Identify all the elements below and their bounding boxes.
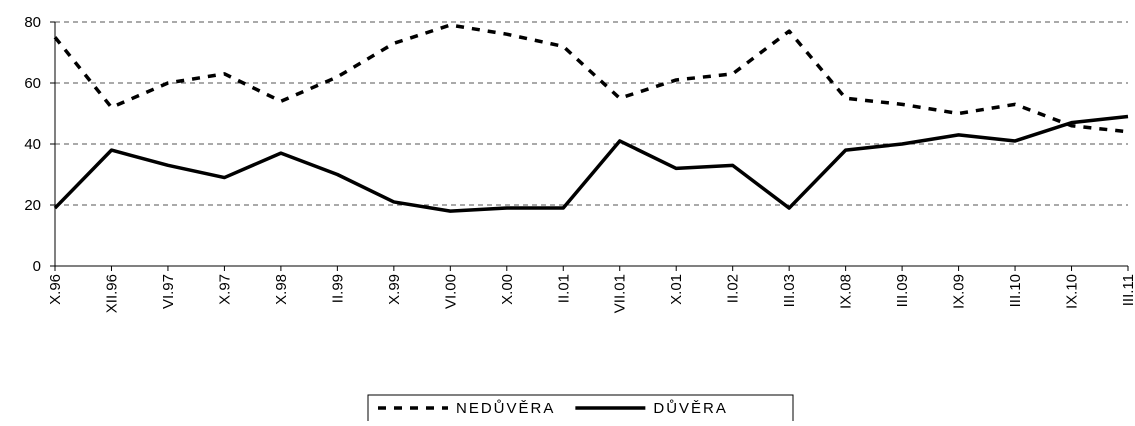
x-tick-label: X.97: [216, 274, 233, 305]
x-tick-label: II.01: [555, 274, 572, 303]
legend-label: DŮVĚRA: [653, 399, 728, 417]
y-tick-label: 20: [24, 197, 41, 214]
x-tick-label: II.02: [725, 274, 742, 303]
x-tick-label: X.01: [668, 274, 685, 305]
y-tick-label: 40: [24, 136, 41, 153]
x-tick-label: III.09: [894, 274, 911, 307]
x-tick-label: VII.01: [612, 274, 629, 313]
x-tick-label: III.03: [781, 274, 798, 307]
x-tick-label: XII.96: [103, 274, 120, 313]
legend-label: NEDŮVĚRA: [456, 399, 555, 417]
x-tick-label: II.99: [329, 274, 346, 303]
y-tick-label: 0: [33, 258, 41, 275]
x-tick-label: III.11: [1120, 274, 1135, 306]
x-tick-label: X.98: [273, 274, 290, 305]
x-tick-label: IX.09: [951, 274, 968, 309]
y-tick-label: 80: [24, 14, 41, 31]
x-tick-label: X.99: [386, 274, 403, 305]
x-tick-label: VI.00: [442, 274, 459, 309]
x-tick-label: IX.08: [838, 274, 855, 309]
data-line: [53, 114, 1129, 213]
y-tick-label: 60: [24, 75, 41, 92]
x-tick-label: X.96: [47, 274, 64, 305]
x-tick-label: III.10: [1007, 274, 1024, 307]
x-tick-label: VI.97: [160, 274, 177, 309]
data-line: [53, 23, 1129, 134]
legend-box: [367, 394, 794, 426]
x-tick-label: X.00: [499, 274, 516, 305]
x-tick-label: IX.10: [1064, 274, 1081, 309]
